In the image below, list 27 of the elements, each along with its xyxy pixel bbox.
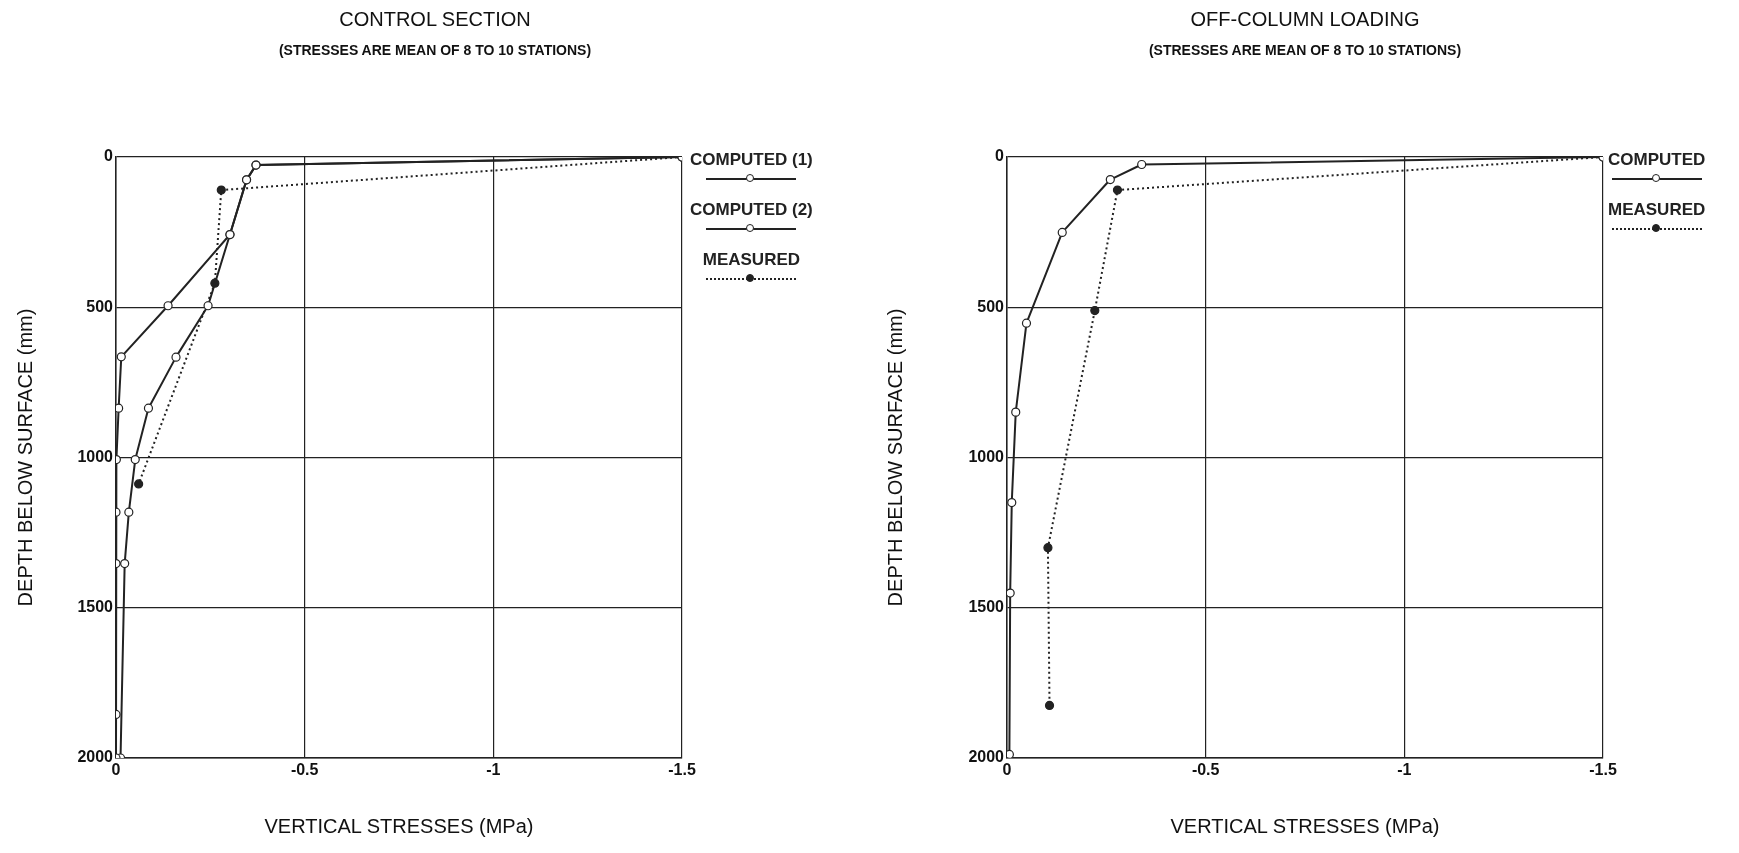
y-tick-label: 500 <box>977 297 1005 315</box>
x-axis-title: VERTICAL STRESSES (MPa) <box>1170 814 1440 837</box>
chart-title: OFF-COLUMN LOADING <box>1189 8 1421 31</box>
legend-label: COMPUTED (2) <box>690 200 813 220</box>
y-tick-label: 1500 <box>968 598 1005 616</box>
series-label: COMPUTED (1) <box>690 150 813 170</box>
x-tick-label: -1 <box>1397 761 1412 779</box>
x-tick-label: -1 <box>486 761 501 779</box>
y-tick-label: 1000 <box>968 447 1005 465</box>
y-tick-label: 1000 <box>77 447 114 465</box>
y-axis-title: DEPTH BELOW SURFACE (mm) <box>883 308 906 607</box>
y-tick-label: 1500 <box>77 598 114 616</box>
chart-subtitle: (STRESSES ARE MEAN OF 8 TO 10 STATIONS) <box>1147 42 1463 58</box>
x-tick-label: -1.5 <box>1589 761 1617 779</box>
y-tick-label: 0 <box>104 147 114 165</box>
chart-title: CONTROL SECTION <box>338 8 532 31</box>
y-tick-label: 500 <box>86 297 114 315</box>
legend-label: MEASURED <box>701 250 802 270</box>
x-tick-label: -0.5 <box>290 761 319 779</box>
x-axis-title: VERTICAL STRESSES (MPa) <box>264 814 534 837</box>
series-label: COMPUTED <box>1608 150 1706 170</box>
chart-subtitle: (STRESSES ARE MEAN OF 8 TO 10 STATIONS) <box>277 42 593 58</box>
y-axis-title: DEPTH BELOW SURFACE (mm) <box>13 308 36 607</box>
x-tick-label: -1.5 <box>668 761 696 779</box>
x-tick-label: -0.5 <box>1191 761 1220 779</box>
legend-label: MEASURED <box>1608 200 1706 220</box>
y-tick-label: 0 <box>995 147 1005 165</box>
